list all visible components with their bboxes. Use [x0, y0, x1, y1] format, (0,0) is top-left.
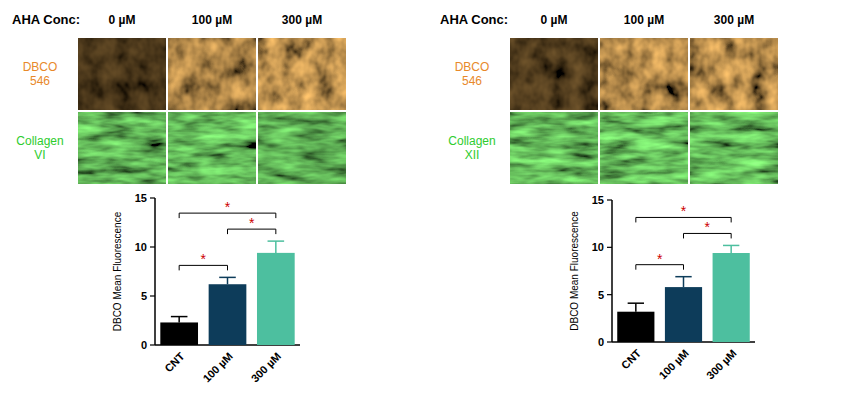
column-label: 300 µM [714, 13, 754, 27]
y-tick [150, 197, 155, 198]
y-tick [607, 199, 612, 200]
y-tick [607, 341, 612, 342]
row-label: 546 [30, 74, 50, 88]
category-label: 300 µM [249, 350, 284, 385]
significance-label: * [201, 251, 207, 267]
plot-area [617, 245, 750, 342]
error-cap [628, 302, 644, 304]
y-tick-label: 10 [592, 241, 604, 253]
y-tick [150, 246, 155, 247]
significance-label: * [657, 251, 663, 267]
y-tick-label: 0 [598, 336, 604, 348]
panel-header: AHA Conc: [12, 12, 80, 27]
y-tick [607, 294, 612, 295]
row-label: Collagen [448, 134, 495, 148]
category-label: 100 µM [200, 350, 235, 385]
significance-label: * [681, 203, 687, 219]
bar [257, 253, 295, 345]
category-label: 100 µM [656, 347, 691, 382]
error-cap [268, 240, 285, 242]
micrograph [258, 112, 346, 184]
plot-area [160, 241, 294, 345]
column-label: 300 µM [282, 13, 322, 27]
figure: AHA Conc:0 µM100 µM300 µMDBCO546Collagen… [0, 0, 857, 398]
y-axis-label: DBCO Mean Fluorescence [112, 211, 123, 331]
error-bar [683, 277, 685, 287]
row-label: VI [34, 148, 45, 162]
panel-header: AHA Conc: [440, 12, 508, 27]
y-axis [611, 200, 613, 342]
row-label: 546 [462, 74, 482, 88]
background [0, 0, 857, 398]
bar [713, 253, 750, 342]
significance-label: * [249, 215, 255, 231]
error-cap [723, 245, 739, 247]
micrograph [78, 38, 166, 110]
column-label: 100 µM [624, 13, 664, 27]
micrograph [690, 112, 778, 184]
bar [665, 287, 702, 342]
significance-label: * [705, 219, 711, 235]
significance-label: * [225, 199, 231, 215]
y-axis [154, 198, 156, 345]
micrograph [510, 112, 598, 184]
error-cap [219, 277, 236, 279]
error-bar [275, 241, 277, 253]
row-label: Collagen [16, 134, 63, 148]
error-cap [675, 276, 691, 278]
bar [209, 284, 247, 345]
bar [617, 312, 654, 342]
y-axis-label: DBCO Mean Fluorescence [569, 211, 580, 331]
micrograph [258, 38, 346, 110]
column-label: 100 µM [192, 13, 232, 27]
y-tick-label: 15 [592, 194, 604, 206]
micrograph [168, 38, 256, 110]
y-tick [150, 295, 155, 296]
category-label: CNT [619, 347, 644, 372]
category-label: 300 µM [704, 347, 739, 382]
y-tick-label: 5 [141, 290, 147, 302]
column-label: 0 µM [109, 13, 136, 27]
error-cap [171, 316, 188, 318]
row-label: XII [465, 148, 480, 162]
y-tick-label: 15 [135, 192, 147, 204]
y-tick-label: 10 [135, 241, 147, 253]
row-label: DBCO [455, 60, 490, 74]
error-bar [178, 317, 180, 323]
bar [160, 322, 198, 345]
category-label: CNT [162, 350, 187, 375]
row-label: DBCO [23, 60, 58, 74]
micrograph [168, 112, 256, 184]
column-label: 0 µM [541, 13, 568, 27]
y-tick [150, 344, 155, 345]
error-bar [730, 245, 732, 253]
micrograph [510, 38, 598, 110]
y-tick [607, 247, 612, 248]
micrograph [600, 38, 688, 110]
y-tick-label: 0 [141, 339, 147, 351]
error-bar [227, 277, 229, 284]
error-bar [635, 303, 637, 312]
micrograph [600, 112, 688, 184]
y-tick-label: 5 [598, 289, 604, 301]
micrograph [690, 38, 778, 110]
micrograph [78, 112, 166, 184]
